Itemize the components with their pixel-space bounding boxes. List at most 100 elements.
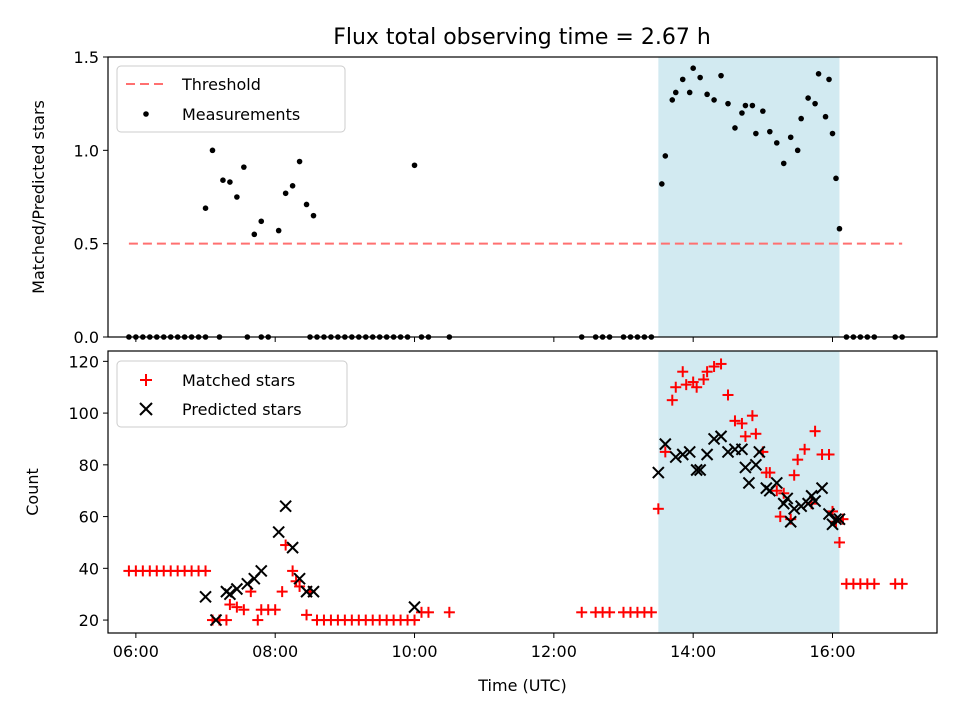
ratio-panel: 0.0 0.5 1.0 1.5 Matched/Predicted stars Thr…	[29, 48, 938, 347]
predicted-star-point	[794, 500, 808, 513]
matched-star-point	[792, 454, 804, 466]
matched-star-point	[774, 511, 786, 523]
measurement-point	[289, 183, 296, 189]
predicted-star-point	[230, 582, 244, 596]
matched-star-point	[691, 381, 703, 393]
measurement-point	[833, 175, 839, 182]
measurement-point	[767, 128, 773, 135]
measurement-point	[725, 100, 731, 107]
matched-star-point	[722, 389, 734, 401]
predicted-star-point	[199, 590, 212, 603]
measurement-point	[794, 147, 801, 154]
y-tick-label: 100	[68, 404, 99, 423]
measurement-point	[251, 231, 258, 238]
predicted-star-point	[721, 445, 735, 459]
measurement-point	[220, 177, 226, 183]
top-y-axis-label: Matched/Predicted stars	[29, 100, 48, 294]
measurement-point	[690, 65, 696, 71]
top-legend: Threshold Measurements	[116, 65, 346, 133]
top-axes-frame	[107, 56, 938, 338]
measurement-point	[704, 91, 710, 98]
matched-star-point	[788, 469, 800, 481]
predicted-star-point	[241, 577, 254, 591]
matched-star-point	[252, 614, 264, 626]
predicted-star-point	[286, 541, 299, 554]
matched-star-point	[896, 578, 908, 590]
matched-star-point	[736, 417, 748, 429]
predicted-star-point	[693, 463, 707, 477]
matched-star-point	[809, 425, 821, 437]
legend-matched-swatch	[140, 374, 152, 386]
measurement-point	[836, 225, 843, 232]
y-tick-label: 1.5	[74, 48, 99, 67]
y-tick-label: 40	[79, 559, 99, 578]
measurement-point	[659, 181, 665, 187]
legend-predicted-label: Predicted stars	[182, 400, 302, 419]
predicted-star-point	[223, 587, 237, 601]
chart-title: Flux total observing time = 2.67 h	[333, 25, 711, 50]
measurement-point	[780, 160, 787, 167]
top-y-ticks: 0.0 0.5 1.0 1.5	[74, 48, 108, 347]
y-tick-label: 1.0	[74, 141, 99, 160]
measurement-point	[679, 76, 686, 83]
predicted-star-point	[707, 432, 721, 446]
predicted-star-point	[683, 445, 696, 459]
predicted-star-point	[742, 476, 756, 490]
measurement-point	[805, 95, 811, 101]
predicted-star-point	[749, 458, 763, 472]
predicted-star-point	[690, 463, 703, 477]
measurement-point	[760, 108, 766, 114]
predicted-star-point	[209, 613, 223, 627]
measurement-point	[787, 134, 794, 141]
x-axis-label: Time (UTC)	[477, 676, 566, 695]
predicted-star-point	[669, 450, 682, 464]
matched-star-point	[833, 536, 845, 548]
matched-star-point	[701, 366, 713, 378]
bottom-x-ticks: 06:00 08:00 10:00 12:00 14:00 16:00	[113, 633, 856, 661]
legend-predicted-swatch	[139, 402, 153, 416]
measurement-point	[411, 162, 418, 169]
measurement-point	[202, 205, 209, 211]
measurement-point	[282, 190, 289, 197]
x-tick-label: 12:00	[531, 642, 577, 661]
predicted-star-point	[676, 448, 689, 461]
measurement-point	[303, 201, 310, 208]
measurement-point	[822, 113, 829, 120]
measurement-point	[275, 227, 282, 234]
predicted-star-point	[272, 525, 285, 539]
predicted-star-point	[829, 512, 843, 526]
matched-star-point	[677, 366, 689, 378]
top-legend-box	[116, 65, 346, 133]
measurement-point	[773, 140, 780, 146]
matched-star-point	[670, 381, 682, 393]
x-tick-label: 06:00	[113, 642, 159, 661]
predicted-star-point	[652, 466, 665, 479]
matched-star-point	[799, 443, 811, 455]
y-tick-label: 60	[79, 508, 99, 527]
measurement-point	[697, 74, 703, 81]
observing-window-span-bottom	[658, 351, 840, 633]
matched-star-point	[604, 606, 616, 618]
y-tick-label: 120	[68, 352, 99, 371]
measurement-point	[739, 110, 745, 116]
measurement-point	[718, 72, 724, 79]
matched-star-point	[666, 394, 678, 406]
x-tick-label: 16:00	[809, 642, 855, 661]
predicted-stars-points	[199, 430, 846, 627]
bottom-legend: Matched stars Predicted stars	[116, 360, 348, 428]
predicted-star-point	[255, 564, 268, 578]
bottom-y-axis-label: Count	[23, 468, 42, 516]
matched-star-point	[294, 580, 306, 592]
matched-star-point	[422, 606, 434, 618]
matched-star-point	[231, 601, 243, 613]
measurement-point	[749, 102, 756, 109]
predicted-star-point	[293, 572, 306, 585]
matched-star-point	[764, 467, 776, 479]
measurement-point	[753, 130, 759, 137]
matched-star-point	[715, 358, 727, 370]
matched-stars-points	[123, 358, 908, 626]
bottom-axes-frame	[107, 350, 938, 634]
top-x-ticks	[135, 337, 834, 342]
measurement-point	[258, 218, 265, 225]
matched-star-point	[576, 606, 588, 618]
